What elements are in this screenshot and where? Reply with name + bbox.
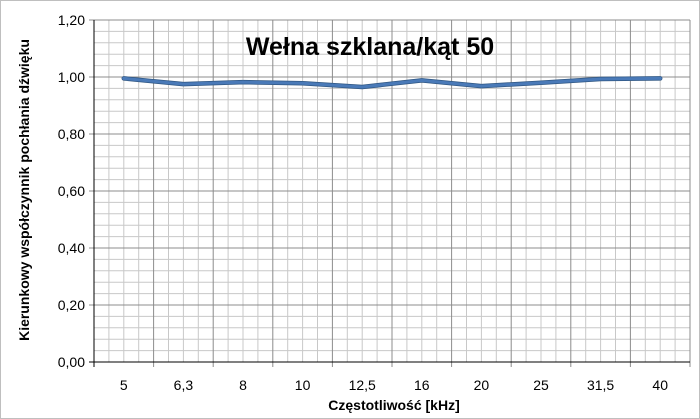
y-tick-label: 1,00 <box>58 69 85 85</box>
y-tick-label: 1,20 <box>58 12 85 28</box>
y-tick-label: 0,80 <box>58 126 85 142</box>
data-point <box>181 82 185 86</box>
x-tick-label: 5 <box>120 377 128 393</box>
data-point <box>599 77 603 81</box>
data-point <box>420 78 424 82</box>
x-tick-label: 31,5 <box>587 377 614 393</box>
data-point <box>360 85 364 89</box>
y-tick-label: 0,00 <box>58 354 85 370</box>
data-point <box>479 84 483 88</box>
chart-title: Wełna szklana/kąt 50 <box>246 33 494 61</box>
y-tick-label: 0,40 <box>58 240 85 256</box>
x-tick-label: 25 <box>533 377 549 393</box>
data-point <box>241 80 245 84</box>
data-point <box>122 76 126 80</box>
x-tick-label: 12,5 <box>349 377 376 393</box>
x-tick-label: 8 <box>239 377 247 393</box>
x-tick-label: 16 <box>414 377 430 393</box>
x-axis-title: Częstotliwość [kHz] <box>328 397 459 413</box>
y-axis-title: Kierunkowy współczynnik pochłania dźwięk… <box>16 39 32 341</box>
axes <box>89 20 690 367</box>
x-tick-labels: 5 6,3 8 10 12,5 16 20 25 31,5 40 <box>120 377 668 393</box>
data-point <box>658 76 662 80</box>
x-tick-label: 20 <box>474 377 490 393</box>
x-tick-label: 10 <box>295 377 311 393</box>
grid <box>89 19 691 367</box>
y-tick-labels: 0,00 0,20 0,40 0,60 0,80 1,00 1,20 <box>58 12 85 370</box>
data-point <box>301 81 305 85</box>
data-point <box>539 81 543 85</box>
y-tick-label: 0,20 <box>58 297 85 313</box>
x-tick-label: 40 <box>652 377 668 393</box>
series-group <box>121 76 663 90</box>
x-tick-label: 6,3 <box>174 377 194 393</box>
series-line <box>122 76 662 89</box>
y-tick-label: 0,60 <box>58 183 85 199</box>
